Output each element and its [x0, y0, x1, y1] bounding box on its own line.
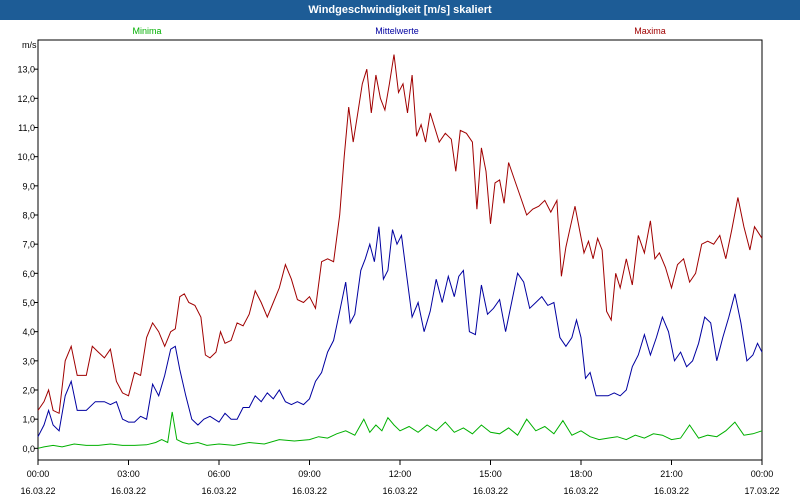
x-tick-label-time: 06:00: [208, 469, 231, 479]
y-tick-label: 2,0: [22, 386, 35, 396]
x-tick-label-date: 16.03.22: [654, 486, 689, 496]
legend-minima: Minima: [132, 26, 161, 36]
y-axis-label: m/s: [22, 40, 37, 50]
x-tick-label-time: 09:00: [298, 469, 321, 479]
x-tick-label-time: 00:00: [751, 469, 774, 479]
x-tick-label-date: 16.03.22: [201, 486, 236, 496]
y-tick-label: 8,0: [22, 211, 35, 221]
y-tick-label: 1,0: [22, 415, 35, 425]
x-tick-label-time: 03:00: [117, 469, 140, 479]
wind-chart: 0,0 1,0 2,0 3,0 4,0 5,0 6,0 7,0 8,0 9,0 10,0 11,0 12…: [17, 26, 780, 496]
x-tick-label-time: 15:00: [479, 469, 502, 479]
y-tick-label: 6,0: [22, 269, 35, 279]
axes: 0,0 1,0 2,0 3,0 4,0 5,0 6,0 7,0 8,0 9,0 10,0 11,0 12…: [17, 39, 780, 496]
series-layer: [37, 54, 763, 449]
legend-mittelwerte: Mittelwerte: [375, 26, 419, 36]
x-tick-label-date: 16.03.22: [111, 486, 146, 496]
x-tick-label-time: 18:00: [570, 469, 593, 479]
legend-maxima: Maxima: [634, 26, 666, 36]
y-tick-label: 12,0: [17, 94, 35, 104]
series-line-minima: [37, 411, 763, 449]
y-tick-label: 4,0: [22, 327, 35, 337]
x-tick-label-date: 17.03.22: [744, 486, 779, 496]
x-tick-label-time: 21:00: [660, 469, 683, 479]
series-line-maxima: [37, 54, 763, 415]
x-tick-label-date: 16.03.22: [20, 486, 55, 496]
legend: Minima Mittelwerte Maxima: [132, 26, 665, 36]
x-tick-label-time: 00:00: [27, 469, 50, 479]
x-tick-label-date: 16.03.22: [382, 486, 417, 496]
y-tick-label: 3,0: [22, 356, 35, 366]
x-tick-label-time: 12:00: [389, 469, 412, 479]
y-tick-label: 7,0: [22, 240, 35, 250]
y-tick-label: 11,0: [18, 123, 35, 133]
plot-frame: [37, 39, 763, 461]
y-tick-label: 5,0: [22, 298, 35, 308]
x-tick-label-date: 16.03.22: [292, 486, 327, 496]
y-tick-label: 0,0: [22, 444, 35, 454]
y-tick-label: 10,0: [17, 152, 35, 162]
y-tick-label: 9,0: [22, 181, 35, 191]
y-tick-label: 13,0: [17, 65, 35, 75]
window-title: Windgeschwindigkeit [m/s] skaliert: [0, 0, 800, 20]
series-line-mittelwerte: [37, 226, 763, 437]
x-tick-label-date: 16.03.22: [563, 486, 598, 496]
x-tick-label-date: 16.03.22: [473, 486, 508, 496]
